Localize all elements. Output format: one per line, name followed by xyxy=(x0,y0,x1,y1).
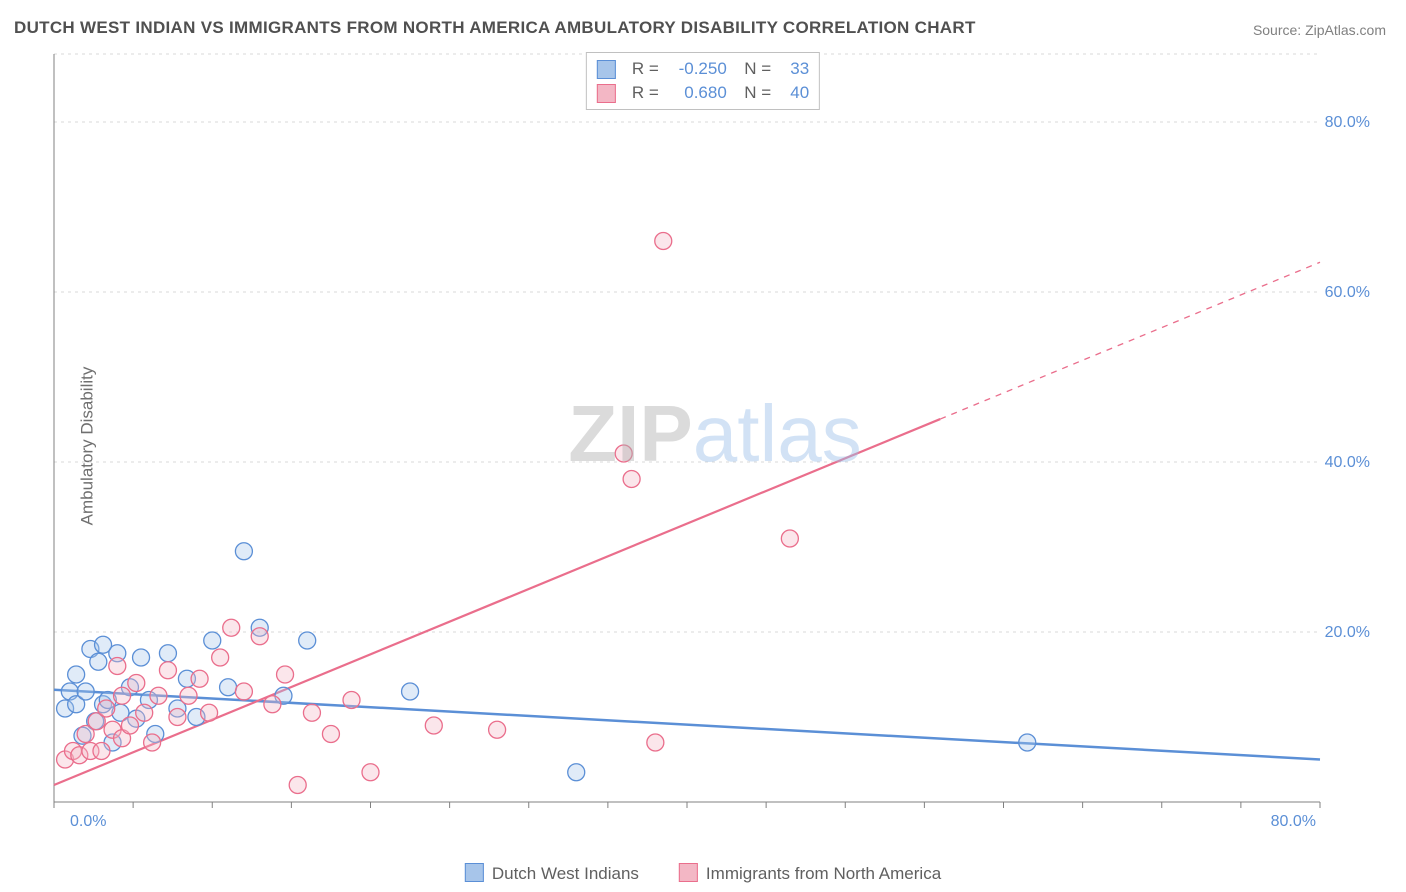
swatch-pink xyxy=(597,84,616,103)
svg-text:40.0%: 40.0% xyxy=(1325,454,1370,471)
bottom-legend: Dutch West Indians Immigrants from North… xyxy=(465,863,941,884)
swatch-blue xyxy=(597,60,616,79)
svg-text:80.0%: 80.0% xyxy=(1325,114,1370,131)
n-label: N = xyxy=(735,57,771,81)
stats-legend: R = -0.250 N = 33 R = 0.680 N = 40 xyxy=(586,52,820,110)
r-value-0: -0.250 xyxy=(667,57,727,81)
svg-text:80.0%: 80.0% xyxy=(1271,813,1316,830)
swatch-blue-icon xyxy=(465,863,484,882)
n-value-0: 33 xyxy=(779,57,809,81)
swatch-pink-icon xyxy=(679,863,698,882)
legend-label-0: Dutch West Indians xyxy=(492,864,639,883)
chart-title: DUTCH WEST INDIAN VS IMMIGRANTS FROM NOR… xyxy=(14,18,976,38)
legend-item-0: Dutch West Indians xyxy=(465,863,639,884)
legend-label-1: Immigrants from North America xyxy=(706,864,941,883)
source-label: Source: ZipAtlas.com xyxy=(1253,22,1386,38)
n-value-1: 40 xyxy=(779,81,809,105)
svg-text:20.0%: 20.0% xyxy=(1325,624,1370,641)
svg-text:0.0%: 0.0% xyxy=(70,813,106,830)
r-value-1: 0.680 xyxy=(667,81,727,105)
stats-row-1: R = 0.680 N = 40 xyxy=(597,81,809,105)
stats-row-0: R = -0.250 N = 33 xyxy=(597,57,809,81)
svg-text:60.0%: 60.0% xyxy=(1325,284,1370,301)
chart-area: 0.0%80.0%20.0%40.0%60.0%80.0% ZIPatlas xyxy=(50,48,1380,838)
legend-item-1: Immigrants from North America xyxy=(679,863,941,884)
r-label: R = xyxy=(632,81,659,105)
n-label: N = xyxy=(735,81,771,105)
r-label: R = xyxy=(632,57,659,81)
chart-svg: 0.0% 80.0% 20.0% 40.0% 60.0% 80.0% xyxy=(50,48,1380,838)
